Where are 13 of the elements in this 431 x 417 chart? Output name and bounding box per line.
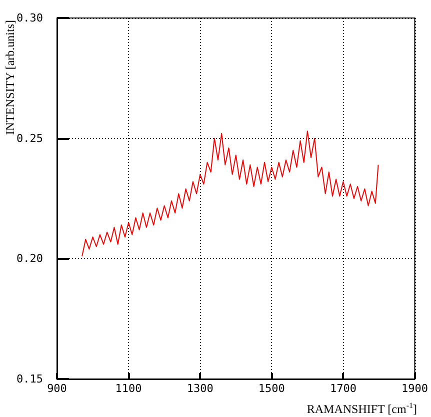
y-axis-title: INTENSITY [arb.units] [3,20,17,135]
y-tick-label: 0.30 [16,12,43,24]
x-axis-title: RAMANSHIFT [cm$^{-1}$] [306,401,417,416]
y-tick-label: 0.25 [16,132,43,145]
x-tick-label: 900 [47,382,67,395]
x-tick-label: 1100 [115,382,142,395]
line-series [82,130,379,257]
x-tick-label: 1900 [402,382,428,395]
x-tick-label: 1700 [330,382,356,395]
x-tick-label: 1500 [258,382,285,395]
x-tick-label: 1300 [186,382,214,395]
y-tick-label: 0.15 [16,372,43,386]
y-tick-label: 0.20 [16,252,43,266]
